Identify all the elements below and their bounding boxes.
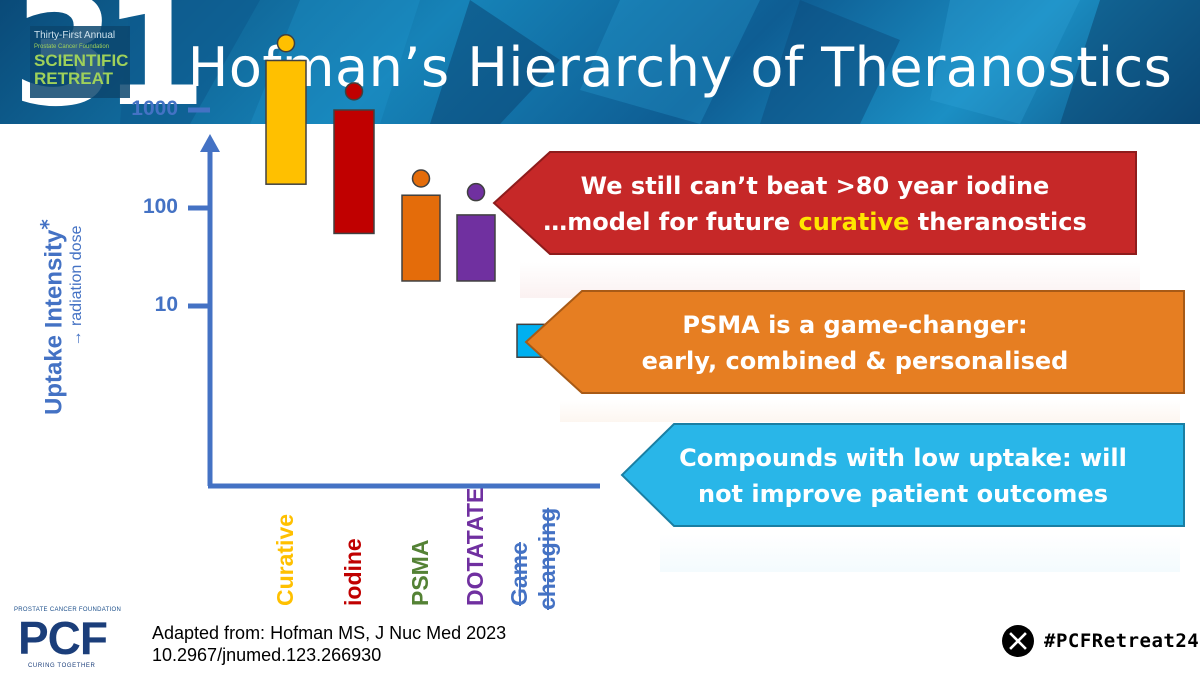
callout-low-uptake-line-2: not improve patient outcomes <box>697 480 1108 508</box>
source-line-1: Adapted from: Hofman MS, J Nuc Med 2023 <box>152 623 507 643</box>
x-logo-icon <box>1002 625 1034 657</box>
top-marker <box>344 82 364 101</box>
logo-line-3: SCIENTIFIC <box>34 51 129 70</box>
top-marker <box>276 33 296 53</box>
callout-low-uptake: Compounds with low uptake: will not impr… <box>618 420 1188 530</box>
callout-psma-line-2: early, combined & personalised <box>641 347 1069 375</box>
y-tick-label: 10 <box>154 293 178 316</box>
callout-low-uptake-reflection <box>660 534 1180 572</box>
y-axis-subtitle: → radiation dose <box>68 225 85 347</box>
callout-low-uptake-line-1: Compounds with low uptake: will <box>679 444 1127 472</box>
y-axis-label: Uptake Intensity <box>40 229 68 415</box>
top-marker <box>411 169 431 188</box>
callout-iodine-line-1: We still can’t beat >80 year iodine <box>580 172 1050 200</box>
pcf-logo-tagline: CURING TOGETHER <box>28 663 96 669</box>
x-category-label: DOTATATE <box>462 487 488 606</box>
logo-box <box>30 26 130 98</box>
callout-psma-shape <box>524 290 1185 394</box>
slide-title: Hofman’s Hierarchy of Theranostics <box>187 36 1173 99</box>
header-banner: 31 Thirty-First Annual Prostate Cancer F… <box>0 0 1200 124</box>
callout-low-uptake-shape <box>620 423 1185 527</box>
retreat-logo: 31 Thirty-First Annual Prostate Cancer F… <box>12 0 207 124</box>
callout-iodine-line-2-end: theranostics <box>909 208 1087 236</box>
hashtag-text: #PCFRetreat24 <box>1044 630 1200 652</box>
y-axis-asterisk: * <box>36 219 60 230</box>
y-tick-label: 100 <box>142 195 178 218</box>
source-citation: Adapted from: Hofman MS, J Nuc Med 2023 … <box>152 622 672 666</box>
range-bar <box>333 109 375 235</box>
callout-psma-text: PSMA is a game-changer: early, combined … <box>522 307 1188 379</box>
callout-iodine-line-2-start: …model for future <box>543 208 799 236</box>
x-category-label: iodine <box>340 538 366 606</box>
x-category-label: PSMA <box>407 539 433 606</box>
x-category-label: Curative <box>272 513 298 606</box>
y-tick-label: 1000 <box>131 97 178 120</box>
callout-psma-reflection <box>560 400 1180 422</box>
callout-psma: PSMA is a game-changer: early, combined … <box>522 287 1188 397</box>
range-bar <box>456 214 496 282</box>
callout-psma-line-1: PSMA is a game-changer: <box>682 311 1028 339</box>
callout-iodine: We still can’t beat >80 year iodine …mod… <box>490 148 1140 258</box>
range-bar <box>401 194 441 282</box>
range-bar <box>265 59 307 185</box>
top-marker <box>466 182 486 202</box>
chart-plot <box>188 33 600 489</box>
callout-iodine-highlight: curative <box>798 208 910 236</box>
y-axis-arrow <box>200 134 220 152</box>
callout-iodine-line-2: …model for future curative theranostics <box>490 204 1140 240</box>
logo-line-2: Prostate Cancer Foundation <box>34 44 110 50</box>
pcf-logo-wordmark: PCF <box>18 612 108 664</box>
x-category-label: Game <box>506 542 532 606</box>
callout-iodine-text: We still can’t beat >80 year iodine …mod… <box>490 168 1140 240</box>
header-background-facets <box>120 0 1200 124</box>
pcf-logo-small-text: PROSTATE CANCER FOUNDATION <box>14 607 122 613</box>
source-doi: 10.2967/jnumed.123.266930 <box>152 645 382 665</box>
callout-low-uptake-text: Compounds with low uptake: will not impr… <box>618 440 1188 512</box>
pcf-logo: PROSTATE CANCER FOUNDATION PCF CURING TO… <box>14 607 124 671</box>
x-category-label: changing <box>534 507 560 610</box>
social-hashtag: #PCFRetreat24 <box>1002 623 1199 659</box>
x-logo-glyph <box>1009 632 1027 650</box>
logo-line-1: Thirty-First Annual <box>34 30 116 41</box>
callout-iodine-shape <box>492 151 1137 255</box>
logo-line-4: RETREAT <box>34 69 114 88</box>
